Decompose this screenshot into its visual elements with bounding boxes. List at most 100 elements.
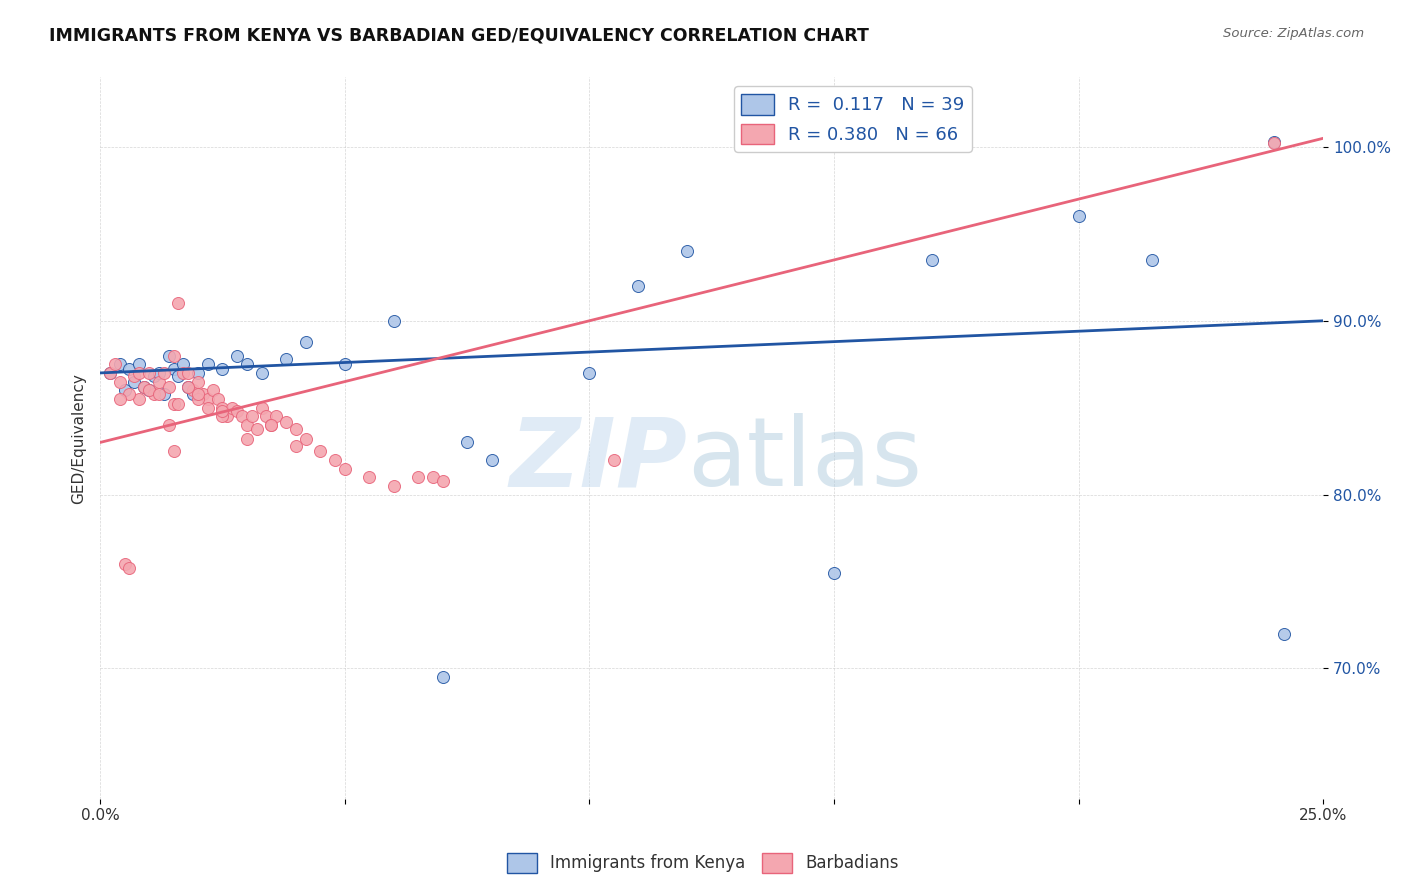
Legend: Immigrants from Kenya, Barbadians: Immigrants from Kenya, Barbadians xyxy=(501,847,905,880)
Point xyxy=(432,670,454,684)
Point xyxy=(211,409,233,424)
Point xyxy=(432,474,454,488)
Point xyxy=(172,366,194,380)
Point xyxy=(333,461,356,475)
Point xyxy=(627,279,650,293)
Text: Source: ZipAtlas.com: Source: ZipAtlas.com xyxy=(1223,27,1364,40)
Point xyxy=(823,566,845,580)
Point xyxy=(152,386,174,401)
Point xyxy=(134,380,156,394)
Point xyxy=(187,375,209,389)
Point xyxy=(98,366,121,380)
Point xyxy=(148,375,170,389)
Point xyxy=(162,444,184,458)
Point xyxy=(603,452,626,467)
Point xyxy=(142,386,165,401)
Point xyxy=(1067,210,1090,224)
Point xyxy=(118,386,141,401)
Point xyxy=(284,421,307,435)
Point xyxy=(226,404,249,418)
Point xyxy=(1140,252,1163,267)
Point xyxy=(177,380,200,394)
Point xyxy=(197,401,219,415)
Point xyxy=(578,366,600,380)
Point xyxy=(382,479,405,493)
Point xyxy=(181,384,204,398)
Point xyxy=(274,415,297,429)
Point xyxy=(118,560,141,574)
Point xyxy=(181,386,204,401)
Point xyxy=(294,432,316,446)
Point xyxy=(309,444,332,458)
Point xyxy=(422,470,444,484)
Point xyxy=(148,366,170,380)
Point xyxy=(128,366,150,380)
Point xyxy=(294,334,316,349)
Point xyxy=(382,314,405,328)
Point xyxy=(108,392,131,406)
Point xyxy=(108,375,131,389)
Point xyxy=(152,366,174,380)
Y-axis label: GED/Equivalency: GED/Equivalency xyxy=(72,373,86,504)
Point xyxy=(191,386,214,401)
Point xyxy=(187,366,209,380)
Point xyxy=(124,375,146,389)
Point xyxy=(197,357,219,371)
Point xyxy=(138,384,160,398)
Point xyxy=(162,362,184,376)
Point xyxy=(240,409,263,424)
Point xyxy=(108,357,131,371)
Text: IMMIGRANTS FROM KENYA VS BARBADIAN GED/EQUIVALENCY CORRELATION CHART: IMMIGRANTS FROM KENYA VS BARBADIAN GED/E… xyxy=(49,27,869,45)
Point xyxy=(118,362,141,376)
Point xyxy=(211,401,233,415)
Text: ZIP: ZIP xyxy=(509,413,688,507)
Point xyxy=(250,401,273,415)
Point xyxy=(207,392,229,406)
Point xyxy=(274,351,297,366)
Point xyxy=(284,439,307,453)
Point xyxy=(676,244,699,259)
Point xyxy=(406,470,429,484)
Point xyxy=(138,384,160,398)
Legend: R =  0.117   N = 39, R = 0.380   N = 66: R = 0.117 N = 39, R = 0.380 N = 66 xyxy=(734,87,972,152)
Point xyxy=(359,470,381,484)
Point xyxy=(157,380,180,394)
Point xyxy=(481,452,503,467)
Point xyxy=(236,432,259,446)
Point xyxy=(211,404,233,418)
Point xyxy=(250,366,273,380)
Point xyxy=(114,384,136,398)
Point xyxy=(211,362,233,376)
Point xyxy=(157,418,180,433)
Point xyxy=(197,392,219,406)
Point xyxy=(98,366,121,380)
Point xyxy=(260,418,283,433)
Point xyxy=(138,366,160,380)
Point xyxy=(177,366,200,380)
Point xyxy=(231,409,253,424)
Point xyxy=(1263,136,1285,151)
Point xyxy=(167,296,190,310)
Point xyxy=(104,357,127,371)
Point xyxy=(921,252,943,267)
Point xyxy=(167,369,190,384)
Point xyxy=(162,349,184,363)
Point xyxy=(134,380,156,394)
Point xyxy=(187,386,209,401)
Point xyxy=(333,357,356,371)
Point xyxy=(148,386,170,401)
Point xyxy=(264,409,287,424)
Point xyxy=(256,409,278,424)
Point xyxy=(124,369,146,384)
Point xyxy=(172,357,194,371)
Point xyxy=(201,384,224,398)
Point xyxy=(1263,135,1285,149)
Point xyxy=(142,369,165,384)
Point xyxy=(456,435,478,450)
Point xyxy=(217,409,239,424)
Point xyxy=(236,418,259,433)
Point xyxy=(187,392,209,406)
Point xyxy=(236,357,259,371)
Text: atlas: atlas xyxy=(688,413,922,507)
Point xyxy=(177,380,200,394)
